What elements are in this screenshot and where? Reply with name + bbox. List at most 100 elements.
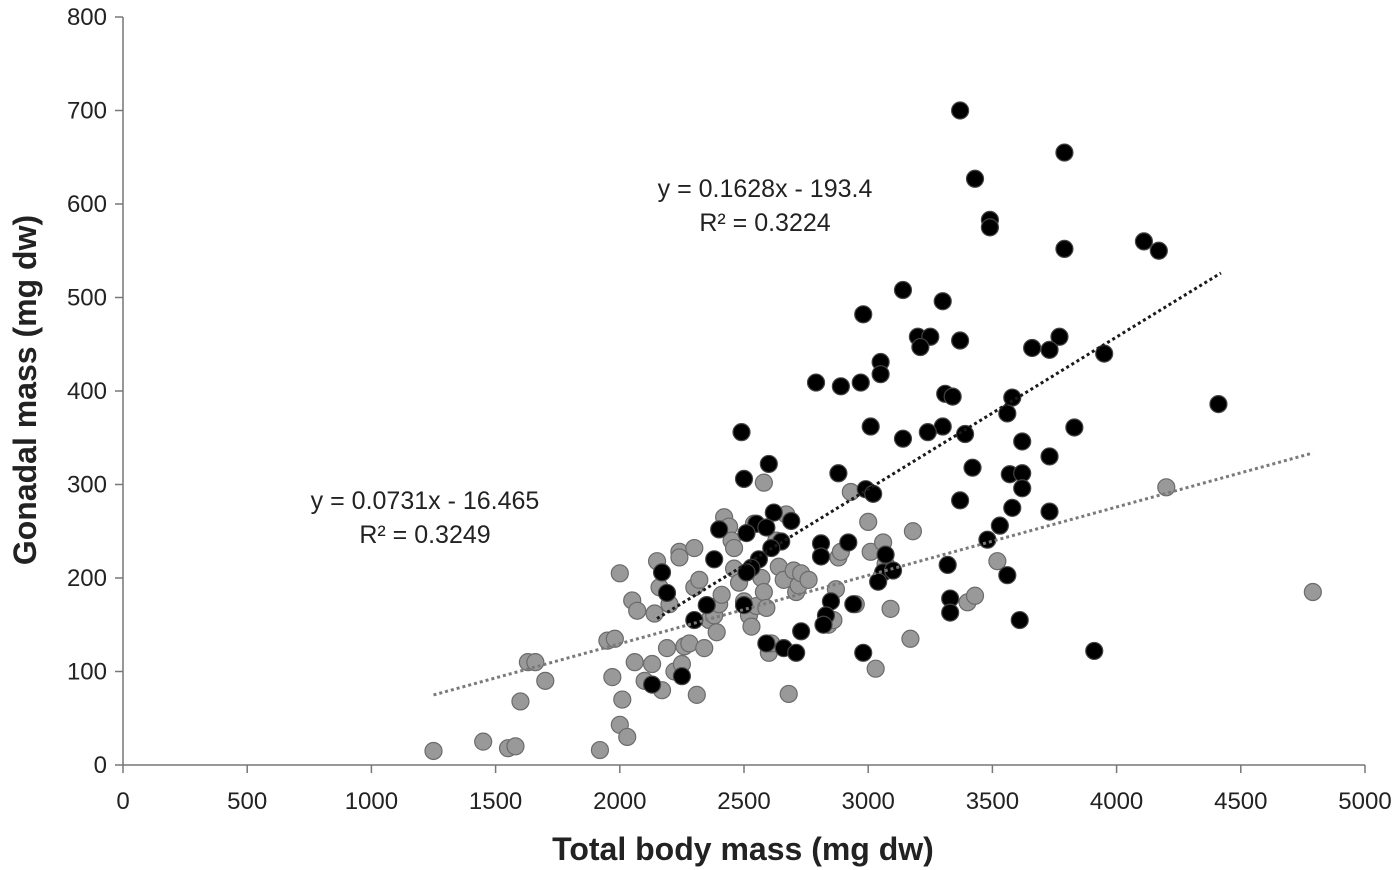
point-black bbox=[871, 365, 890, 384]
y-tick-label: 400 bbox=[67, 378, 107, 405]
point-black bbox=[1010, 610, 1029, 630]
point-black bbox=[734, 596, 754, 615]
point-black bbox=[732, 423, 751, 442]
point-gray bbox=[628, 601, 647, 620]
y-tick-label: 0 bbox=[94, 752, 107, 779]
y-axis-title: Gonadal mass (mg dw) bbox=[7, 215, 43, 565]
point-black bbox=[978, 530, 997, 549]
point-gray bbox=[613, 690, 632, 709]
x-tick-label: 4500 bbox=[1214, 788, 1267, 815]
point-gray bbox=[687, 685, 706, 704]
point-gray bbox=[754, 582, 773, 602]
x-tick-label: 3500 bbox=[966, 788, 1019, 815]
point-black bbox=[792, 622, 811, 641]
point-gray bbox=[754, 473, 773, 492]
point-gray bbox=[424, 741, 443, 761]
point-black bbox=[759, 454, 778, 474]
point-gray bbox=[526, 653, 545, 672]
point-gray bbox=[779, 684, 798, 704]
point-gray bbox=[690, 570, 709, 589]
point-gray bbox=[724, 538, 744, 558]
point-black bbox=[1023, 338, 1042, 358]
point-black bbox=[672, 667, 692, 686]
point-black bbox=[1003, 498, 1022, 517]
point-gray bbox=[625, 653, 644, 672]
point-gray bbox=[618, 727, 637, 747]
point-black bbox=[710, 520, 729, 539]
point-black bbox=[998, 566, 1017, 585]
point-black bbox=[806, 373, 826, 392]
point-black bbox=[1050, 327, 1069, 346]
point-black bbox=[705, 550, 724, 569]
chart-marks bbox=[424, 101, 1322, 761]
point-black bbox=[1134, 232, 1154, 251]
point-black bbox=[869, 572, 888, 591]
point-black bbox=[963, 458, 982, 477]
point-gray bbox=[988, 552, 1007, 571]
point-black bbox=[1040, 447, 1059, 466]
x-axis-title: Total body mass (mg dw) bbox=[552, 831, 934, 867]
point-black bbox=[943, 387, 962, 406]
y-tick-label: 700 bbox=[67, 98, 107, 125]
point-gray bbox=[657, 639, 677, 658]
point-gray bbox=[642, 654, 662, 674]
point-black bbox=[933, 292, 952, 311]
point-black bbox=[1055, 143, 1074, 162]
point-gray bbox=[506, 737, 525, 756]
point-black bbox=[951, 331, 970, 350]
point-black bbox=[1065, 418, 1084, 437]
point-black bbox=[734, 469, 754, 488]
point-gray bbox=[866, 659, 885, 678]
x-tick-label: 500 bbox=[227, 788, 267, 815]
point-black bbox=[829, 464, 848, 483]
point-gray bbox=[881, 599, 900, 618]
point-gray bbox=[511, 692, 530, 711]
point-black bbox=[757, 634, 776, 653]
point-gray bbox=[685, 538, 704, 558]
point-gray bbox=[841, 482, 860, 502]
point-gray bbox=[757, 598, 776, 618]
point-black bbox=[652, 563, 672, 582]
point-gray bbox=[1157, 478, 1176, 497]
point-black bbox=[938, 555, 957, 575]
point-gray bbox=[603, 668, 622, 687]
x-tick-label: 3000 bbox=[842, 788, 895, 815]
x-tick-label: 1000 bbox=[345, 788, 398, 815]
y-tick-label: 500 bbox=[67, 285, 107, 312]
trendline-gray-equation: y = 0.0731x - 16.465 bbox=[311, 487, 540, 515]
point-black bbox=[844, 595, 863, 614]
point-black bbox=[990, 516, 1009, 535]
y-tick-label: 100 bbox=[67, 659, 107, 686]
point-black bbox=[737, 524, 756, 543]
point-black bbox=[861, 417, 880, 436]
point-black bbox=[864, 484, 883, 503]
point-gray bbox=[859, 512, 878, 532]
point-gray bbox=[712, 585, 731, 604]
x-tick-label: 1500 bbox=[469, 788, 522, 815]
y-tick-label: 200 bbox=[67, 565, 107, 592]
point-black bbox=[657, 583, 677, 603]
point-black bbox=[642, 675, 662, 694]
x-tick-label: 2000 bbox=[593, 788, 646, 815]
point-black bbox=[955, 424, 975, 444]
point-black bbox=[1013, 479, 1032, 498]
point-black bbox=[1209, 394, 1228, 414]
point-black bbox=[811, 547, 831, 566]
point-gray bbox=[670, 548, 689, 567]
point-black bbox=[1085, 641, 1104, 661]
point-gray bbox=[965, 586, 985, 605]
point-black bbox=[831, 377, 850, 396]
point-black bbox=[951, 101, 970, 120]
point-black bbox=[782, 511, 801, 531]
point-black bbox=[1040, 502, 1059, 521]
y-tick-label: 800 bbox=[67, 4, 107, 31]
point-gray bbox=[901, 629, 920, 648]
point-black bbox=[918, 423, 937, 442]
point-black bbox=[697, 596, 716, 615]
point-black bbox=[941, 603, 960, 622]
point-gray bbox=[742, 617, 761, 636]
point-black bbox=[893, 429, 913, 448]
point-gray bbox=[1303, 582, 1322, 602]
x-tick-label: 0 bbox=[116, 788, 129, 815]
